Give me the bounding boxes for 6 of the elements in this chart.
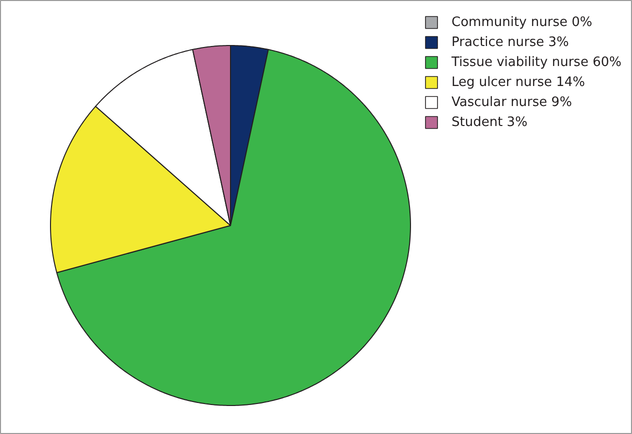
legend-label: Practice nurse 3% xyxy=(452,35,569,50)
legend-label: Vascular nurse 9% xyxy=(452,95,572,110)
legend-label: Student 3% xyxy=(452,115,528,130)
legend-label: Tissue viability nurse 60% xyxy=(450,55,622,70)
legend-label: Community nurse 0% xyxy=(452,15,592,30)
legend-label: Leg ulcer nurse 14% xyxy=(452,75,585,90)
